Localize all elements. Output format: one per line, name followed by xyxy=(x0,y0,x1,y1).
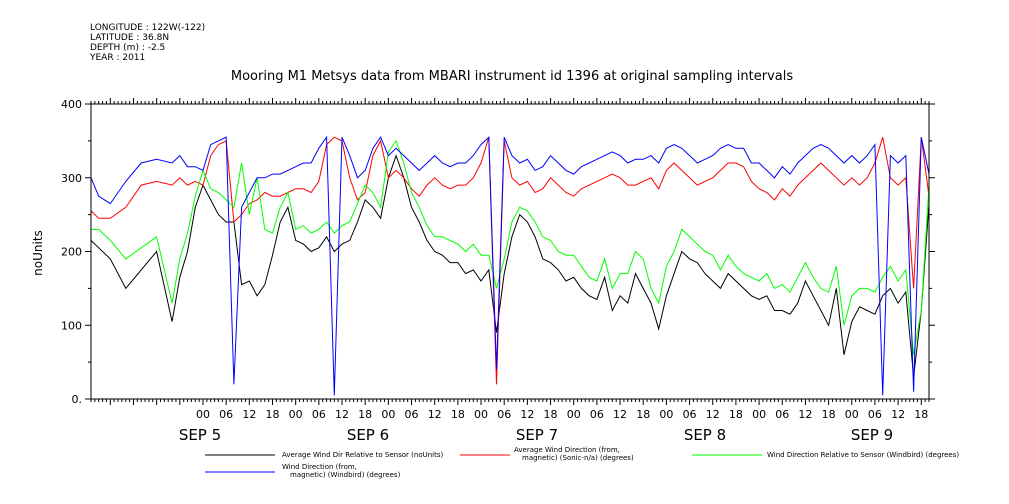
legend: Average Wind Dir Relative to Sensor (noU… xyxy=(205,446,959,479)
x-tick-label: 12 xyxy=(428,408,442,421)
meta-depth: DEPTH (m) : -2.5 xyxy=(90,43,165,53)
meta-longitude: LONGITUDE : 122W(-122) xyxy=(90,23,205,33)
day-label: SEP 7 xyxy=(516,426,558,444)
y-tick-label: 100 xyxy=(61,319,82,332)
x-tick-label: 06 xyxy=(219,408,233,421)
x-tick-label: 18 xyxy=(544,408,558,421)
x-tick-label: 06 xyxy=(497,408,511,421)
x-tick-label: 18 xyxy=(451,408,465,421)
x-tick-label: 18 xyxy=(358,408,372,421)
meta-latitude: LATITUDE : 36.8N xyxy=(90,33,169,43)
x-tick-label: 00 xyxy=(752,408,766,421)
x-tick-label: 06 xyxy=(590,408,604,421)
x-tick-label: 12 xyxy=(242,408,256,421)
x-tick-label: 12 xyxy=(706,408,720,421)
x-tick-label: 12 xyxy=(520,408,534,421)
series-line-2 xyxy=(91,139,929,355)
series-line-3 xyxy=(91,135,929,396)
x-tick-label: 06 xyxy=(405,408,419,421)
y-tick-label: 400 xyxy=(61,98,82,111)
y-axis-label: noUnits xyxy=(31,230,45,276)
day-label: SEP 9 xyxy=(851,426,893,444)
x-tick-label: 18 xyxy=(636,408,650,421)
legend-label-0: Average Wind Dir Relative to Sensor (noU… xyxy=(282,451,443,459)
x-tick-label: 12 xyxy=(798,408,812,421)
series-line-1 xyxy=(91,136,929,385)
x-tick-label: 06 xyxy=(312,408,326,421)
legend-label-1: Average Wind Direction (from, magnetic) (… xyxy=(514,446,634,462)
x-tick-label: 00 xyxy=(289,408,303,421)
x-tick-label: 18 xyxy=(822,408,836,421)
day-label: SEP 8 xyxy=(684,426,726,444)
day-label: SEP 6 xyxy=(347,426,389,444)
meta-year: YEAR : 2011 xyxy=(89,53,145,63)
x-tick-label: 00 xyxy=(659,408,673,421)
series-line-0 xyxy=(91,154,929,377)
x-tick-label: 12 xyxy=(613,408,627,421)
x-tick-label: 06 xyxy=(868,408,882,421)
y-tick-label: 300 xyxy=(61,172,82,185)
metadata-block: LONGITUDE : 122W(-122) LATITUDE : 36.8N … xyxy=(89,23,205,63)
x-tick-label: 18 xyxy=(266,408,280,421)
x-tick-label: 00 xyxy=(845,408,859,421)
plot-frame xyxy=(90,103,930,400)
x-tick-label: 00 xyxy=(196,408,210,421)
axis-ticks: 0. 100 200 300 400 00 06 12 18 00 06 12 18 00 06 12 18 00… xyxy=(61,98,935,444)
x-tick-label: 12 xyxy=(891,408,905,421)
x-tick-label: 00 xyxy=(381,408,395,421)
x-tick-label: 06 xyxy=(775,408,789,421)
x-tick-label: 06 xyxy=(683,408,697,421)
series-layer xyxy=(91,135,929,396)
x-tick-label: 18 xyxy=(729,408,743,421)
x-tick-label: 18 xyxy=(914,408,928,421)
legend-label-2: Wind Direction Relative to Sensor (Windb… xyxy=(767,451,959,459)
day-label: SEP 5 xyxy=(179,426,221,444)
x-tick-label: 12 xyxy=(335,408,349,421)
chart-title: Mooring M1 Metsys data from MBARI instru… xyxy=(231,69,793,84)
y-tick-label: 0. xyxy=(72,393,83,406)
x-tick-label: 00 xyxy=(474,408,488,421)
legend-label-3: Wind Direction (from, magnetic) (Windbird… xyxy=(282,463,401,479)
y-tick-label: 200 xyxy=(61,246,82,259)
x-tick-label: 00 xyxy=(567,408,581,421)
